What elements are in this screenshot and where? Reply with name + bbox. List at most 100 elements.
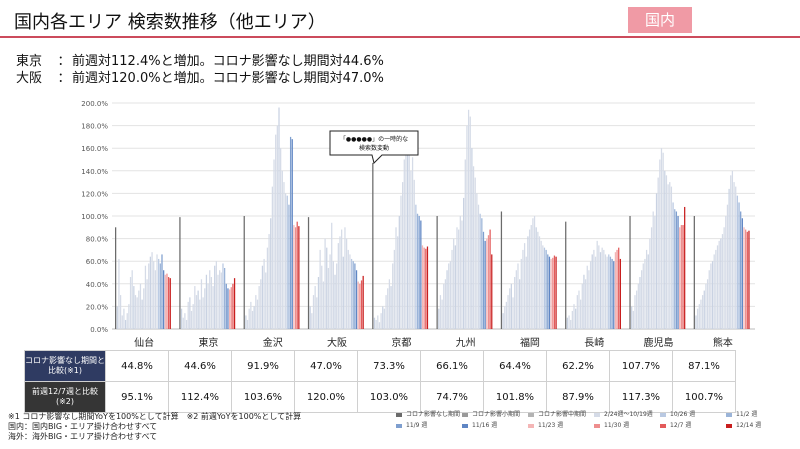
- legend-label: 12/7 週: [670, 422, 692, 429]
- bar: [350, 258, 353, 329]
- bar: [580, 299, 582, 329]
- bar: [311, 313, 313, 329]
- bar: [743, 227, 745, 329]
- bar: [535, 227, 537, 329]
- bar: [185, 319, 188, 329]
- bar: [634, 295, 636, 329]
- x-category-label: 大阪: [327, 336, 347, 349]
- bar: [233, 278, 236, 329]
- bar: [748, 230, 750, 329]
- bar: [533, 216, 536, 329]
- bar: [214, 265, 216, 329]
- bar: [200, 279, 203, 329]
- bar: [289, 136, 292, 329]
- x-category-label: 長崎: [584, 336, 604, 349]
- bar: [611, 258, 613, 329]
- bar: [139, 283, 142, 329]
- bar: [217, 274, 219, 329]
- bar: [481, 218, 483, 329]
- bar: [406, 136, 409, 329]
- bar: [479, 213, 481, 329]
- bar: [402, 182, 404, 329]
- bar: [730, 175, 732, 329]
- bar: [426, 246, 429, 329]
- bar: [393, 249, 395, 329]
- legend-swatch: [528, 423, 534, 428]
- bar: [459, 216, 461, 329]
- bar: [522, 249, 524, 329]
- bar: [640, 270, 643, 329]
- bar: [398, 216, 400, 329]
- bar: [293, 225, 295, 329]
- bar: [273, 159, 275, 329]
- bar: [517, 263, 519, 329]
- legend-swatch: [660, 412, 666, 417]
- bar: [278, 107, 280, 330]
- bar: [362, 275, 364, 329]
- bar: [720, 238, 722, 329]
- bar: [731, 170, 734, 329]
- bar: [703, 290, 705, 329]
- bar: [219, 270, 221, 329]
- bar: [745, 229, 747, 329]
- legend-swatch: [396, 423, 402, 428]
- bar: [547, 254, 549, 329]
- bar: [309, 306, 311, 329]
- bar: [583, 274, 585, 329]
- bar: [540, 240, 542, 329]
- bar: [202, 297, 204, 329]
- bar: [286, 195, 288, 329]
- bar: [129, 277, 132, 329]
- bar: [728, 188, 730, 329]
- bar: [456, 227, 458, 329]
- bar: [250, 301, 252, 329]
- callout-text: 検索数変動: [359, 144, 389, 152]
- x-category-label: 東京: [198, 336, 218, 349]
- bar: [449, 261, 452, 329]
- bar: [425, 248, 427, 329]
- bar: [180, 308, 183, 329]
- bar: [232, 283, 234, 329]
- legend-item: 11/2 週: [726, 409, 792, 418]
- bar: [654, 216, 656, 329]
- bar: [388, 279, 391, 329]
- bar: [669, 182, 671, 329]
- bar: [652, 211, 654, 329]
- bar: [523, 243, 526, 329]
- bar: [716, 245, 719, 329]
- bar: [197, 290, 199, 329]
- bar: [570, 319, 572, 329]
- bar: [395, 227, 397, 329]
- bar: [245, 315, 247, 329]
- legend-label: 11/2 週: [736, 411, 758, 418]
- bar: [674, 209, 676, 329]
- bar: [444, 279, 447, 329]
- table-cell: 64.4%: [483, 350, 547, 382]
- row-label-no-corona: コロナ影響なし期間と比較(※1): [24, 350, 106, 382]
- bar: [619, 258, 621, 329]
- bar: [360, 280, 363, 329]
- bar: [413, 179, 415, 329]
- bar: [243, 216, 245, 329]
- bar: [550, 258, 552, 329]
- bar: [667, 184, 669, 329]
- bar: [467, 109, 470, 329]
- bar: [477, 204, 480, 329]
- bar: [199, 299, 201, 329]
- bar: [187, 301, 189, 329]
- bar: [642, 263, 644, 329]
- bar: [571, 310, 573, 329]
- bar: [670, 186, 673, 329]
- bar: [489, 229, 491, 329]
- bar: [383, 308, 386, 329]
- legend-label: コロナ影響なし期間: [406, 411, 461, 418]
- bar: [319, 249, 321, 329]
- x-category-label: 京都: [391, 336, 411, 349]
- bar: [166, 273, 168, 329]
- bar: [403, 159, 405, 329]
- y-tick-label: 120.0%: [81, 190, 108, 198]
- bar: [606, 256, 608, 329]
- legend-item: 11/23 週: [528, 420, 594, 429]
- bar: [680, 225, 682, 329]
- bar: [553, 255, 556, 329]
